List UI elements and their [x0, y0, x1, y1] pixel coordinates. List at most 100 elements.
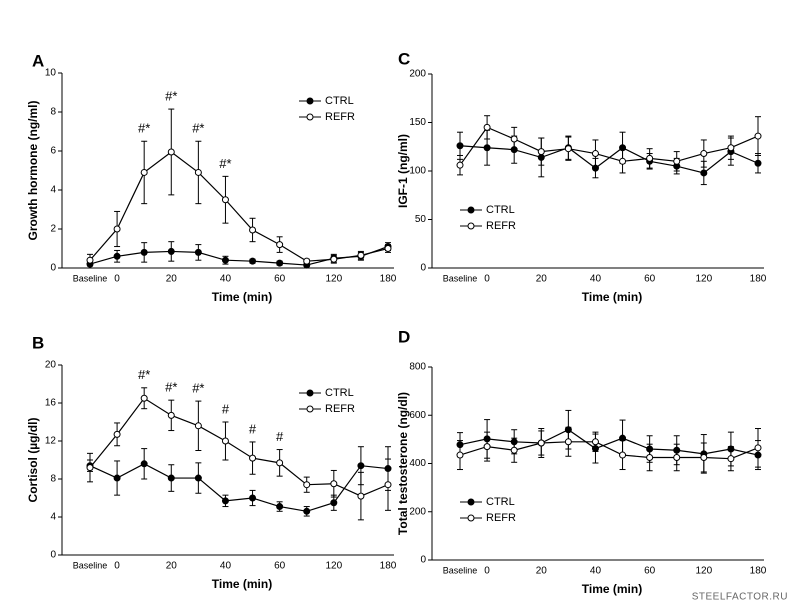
legend-marker	[467, 498, 475, 506]
legend-marker	[306, 113, 314, 121]
x-tick-label: 60	[274, 274, 286, 285]
marker	[510, 438, 518, 446]
marker	[619, 157, 627, 165]
x-tick-label: 180	[750, 274, 767, 285]
x-axis-label: Time (min)	[212, 577, 272, 591]
marker	[456, 441, 464, 449]
series-line	[89, 151, 389, 262]
y-tick-label: 6	[50, 146, 56, 157]
x-tick-label: 180	[380, 274, 397, 285]
annotation: #*	[219, 156, 231, 171]
y-tick-label: 600	[409, 410, 426, 421]
marker	[591, 150, 599, 158]
marker	[303, 481, 311, 489]
marker	[384, 465, 392, 473]
marker	[140, 394, 148, 402]
marker	[510, 446, 518, 454]
marker	[537, 153, 545, 161]
legend-label: REFR	[486, 220, 516, 232]
x-tick-label: Baseline	[73, 273, 108, 283]
marker	[510, 146, 518, 154]
marker	[221, 196, 229, 204]
annotation: #*	[192, 121, 204, 136]
marker	[483, 435, 491, 443]
legend-label: REFR	[325, 111, 355, 123]
marker	[113, 225, 121, 233]
legend-label: REFR	[325, 403, 355, 415]
x-tick-label: 120	[695, 566, 712, 577]
marker	[591, 445, 599, 453]
marker	[456, 142, 464, 150]
marker	[140, 248, 148, 256]
marker	[591, 438, 599, 446]
legend-label: CTRL	[325, 95, 354, 107]
marker	[673, 446, 681, 454]
annotation: #*	[138, 367, 150, 382]
y-tick-label: 2	[50, 224, 56, 235]
marker	[221, 256, 229, 264]
x-tick-label: 120	[325, 274, 342, 285]
x-axis-label: Time (min)	[212, 290, 272, 304]
marker	[700, 169, 708, 177]
y-tick-label: 100	[409, 166, 426, 177]
series-line	[89, 397, 389, 497]
x-tick-label: Baseline	[73, 560, 108, 570]
y-axis-label: IGF-1 (ng/ml)	[396, 134, 410, 208]
marker	[357, 492, 365, 500]
marker	[249, 226, 257, 234]
x-tick-label: 0	[484, 274, 490, 285]
marker	[591, 164, 599, 172]
series-line	[89, 463, 389, 512]
marker	[167, 148, 175, 156]
x-tick-label: 20	[536, 566, 548, 577]
legend-marker	[467, 206, 475, 214]
marker	[673, 453, 681, 461]
x-tick-label: 40	[590, 274, 602, 285]
marker	[537, 439, 545, 447]
legend-label: CTRL	[486, 204, 515, 216]
y-tick-label: 0	[420, 555, 426, 566]
marker	[167, 411, 175, 419]
legend-marker	[467, 514, 475, 522]
x-tick-label: 60	[644, 566, 656, 577]
annotation: #	[276, 429, 284, 444]
marker	[619, 451, 627, 459]
marker	[646, 453, 654, 461]
marker	[86, 256, 94, 264]
y-axis-label: Total testosterone (ng/dl)	[396, 392, 410, 535]
x-tick-label: 120	[695, 274, 712, 285]
marker	[646, 154, 654, 162]
legend-label: REFR	[486, 512, 516, 524]
x-tick-label: 120	[325, 561, 342, 572]
y-tick-label: 50	[415, 214, 427, 225]
marker	[194, 474, 202, 482]
y-tick-label: 8	[50, 474, 56, 485]
y-tick-label: 8	[50, 107, 56, 118]
y-tick-label: 200	[409, 69, 426, 80]
legend-marker	[306, 97, 314, 105]
marker	[194, 168, 202, 176]
marker	[456, 451, 464, 459]
y-tick-label: 200	[409, 506, 426, 517]
y-tick-label: 0	[50, 550, 56, 561]
marker	[276, 459, 284, 467]
marker	[754, 444, 762, 452]
marker	[483, 144, 491, 152]
panel-label: A	[32, 51, 44, 70]
x-tick-label: 60	[274, 561, 286, 572]
marker	[564, 438, 572, 446]
annotation: #*	[165, 380, 177, 395]
marker	[249, 494, 257, 502]
marker	[330, 480, 338, 488]
series-line	[459, 429, 759, 456]
marker	[564, 426, 572, 434]
y-tick-label: 800	[409, 362, 426, 373]
marker	[357, 251, 365, 259]
annotation: #*	[138, 121, 150, 136]
legend-label: CTRL	[486, 496, 515, 508]
y-tick-label: 16	[45, 398, 57, 409]
marker	[537, 148, 545, 156]
panel-label: B	[32, 333, 44, 352]
y-axis-label: Growth hormone (ng/ml)	[26, 101, 40, 241]
x-tick-label: 180	[750, 566, 767, 577]
